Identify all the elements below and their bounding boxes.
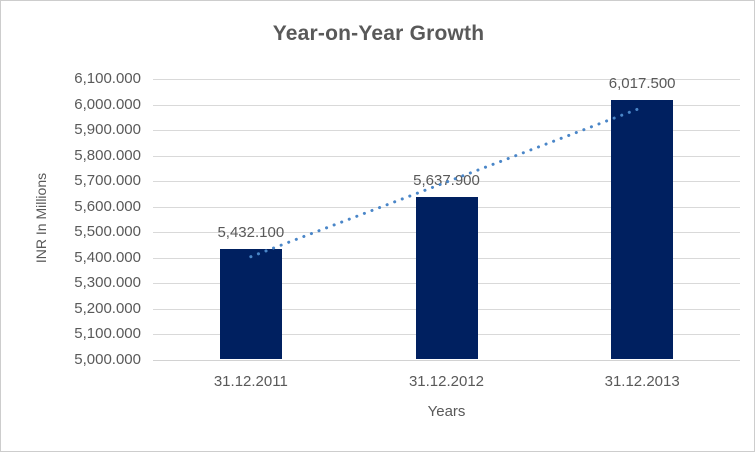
bar-data-label: 5,637.900 [413, 171, 480, 189]
y-tick-label: 6,000.000 [74, 95, 141, 113]
x-category-label: 31.12.2011 [213, 372, 288, 390]
bar-data-label: 5,432.100 [217, 224, 285, 242]
y-tick-label: 5,100.000 [74, 325, 141, 342]
y-tick-label: 5,300.000 [74, 274, 141, 291]
y-tick-label: 5,700.000 [74, 172, 141, 189]
chart-title: Year-on-Year Growth [272, 22, 485, 45]
bar-data-label: 6,017.500 [608, 75, 676, 93]
y-tick-label: 5,500.000 [74, 223, 141, 240]
x-axis-line [153, 359, 740, 361]
y-tick-label: 5,600.000 [74, 197, 141, 215]
x-axis-title: Years [427, 403, 466, 420]
y-tick-label: 5,800.000 [74, 146, 141, 164]
y-tick-label: 5,200.000 [74, 299, 141, 317]
y-tick-label: 6,100.000 [74, 70, 141, 87]
bar [415, 196, 478, 360]
gridline [153, 79, 740, 80]
bar [219, 249, 282, 360]
x-category-label: 31.12.2013 [604, 372, 680, 390]
bar [611, 100, 674, 360]
x-category-label: 31.12.2012 [408, 372, 485, 390]
y-tick-label: 5,900.000 [74, 121, 141, 138]
gridline [153, 104, 740, 106]
y-tick-label: 5,400.000 [74, 248, 141, 266]
y-tick-label: 5,000.000 [74, 350, 141, 368]
